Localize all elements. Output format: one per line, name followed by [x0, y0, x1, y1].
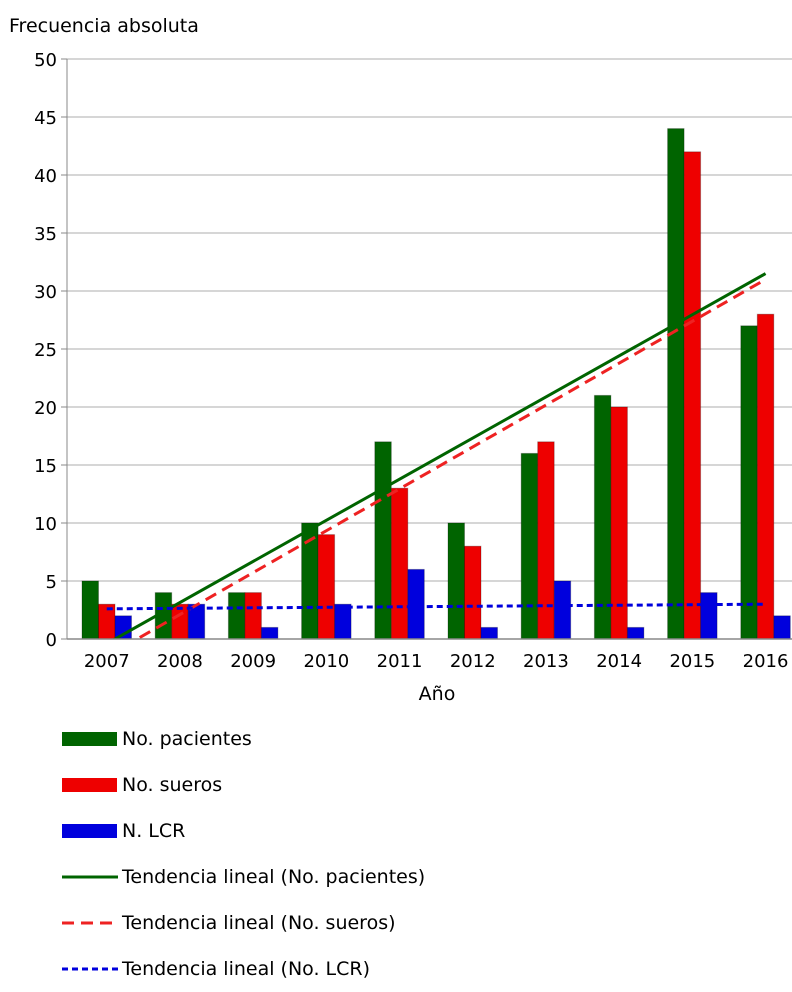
- y-tick-label: 5: [46, 572, 57, 593]
- bar-no-sueros-2011: [390, 487, 409, 640]
- legend-item: Tendencia lineal (No. LCR): [60, 946, 425, 992]
- x-tick-label: 2012: [450, 651, 496, 672]
- y-tick-label: 25: [34, 340, 57, 361]
- y-tick-label: 45: [34, 108, 57, 129]
- y-tick-label: 40: [34, 166, 57, 187]
- x-tick-label: 2011: [377, 651, 423, 672]
- legend-item: No. sueros: [60, 762, 425, 808]
- legend-item: N. LCR: [60, 808, 425, 854]
- y-axis-title: Frecuencia absoluta: [9, 15, 199, 37]
- bar-no-sueros-2012: [464, 545, 482, 640]
- x-tick-label: 2013: [523, 651, 569, 672]
- legend-line-swatch: [60, 952, 122, 986]
- x-tick-label: 2016: [743, 651, 789, 672]
- bar-no-sueros-2013: [537, 441, 555, 640]
- bar-no-pacientes-2011: [374, 441, 392, 640]
- trendline-tendencia-lineal-no-pacientes: [111, 272, 767, 639]
- bar-n-lcr-2009: [260, 626, 279, 640]
- bar-no-sueros-2016: [756, 313, 775, 640]
- bar-n-lcr-2010: [334, 603, 352, 640]
- legend-bar-swatch: [60, 768, 122, 802]
- y-tick-label: 0: [46, 630, 57, 651]
- y-tick-labels: 0 5 10 15 20 25 30 35 40 45 50: [34, 50, 57, 651]
- y-tick-label: 20: [34, 398, 57, 419]
- x-axis-title: Año: [419, 683, 456, 705]
- bar-no-pacientes-2009: [227, 592, 246, 640]
- legend-label: No. sueros: [122, 774, 223, 796]
- legend-label: Tendencia lineal (No. sueros): [122, 912, 396, 934]
- x-tick-label: 2007: [84, 651, 130, 672]
- legend-label: N. LCR: [122, 820, 186, 842]
- bar-n-lcr-2013: [553, 580, 572, 640]
- bar-no-sueros-2010: [317, 534, 336, 640]
- bar-n-lcr-2011: [407, 568, 425, 640]
- x-tick-label: 2009: [230, 651, 276, 672]
- x-tick-label: 2010: [303, 651, 349, 672]
- legend-bar-swatch: [60, 722, 122, 756]
- bar-n-lcr-2016: [773, 615, 791, 640]
- bar-n-lcr-2012: [480, 626, 498, 640]
- axes: [66, 59, 792, 640]
- bar-n-lcr-2014: [626, 626, 645, 640]
- y-tick-label: 50: [34, 50, 57, 71]
- legend-line-swatch: [60, 860, 122, 894]
- bar-no-pacientes-2015: [667, 128, 685, 640]
- bar-chart: Frecuencia absoluta 0 5 10 15 20 25 30 35 40 45 50…: [9, 15, 792, 705]
- bar-no-sueros-2009: [244, 592, 262, 640]
- bar-no-pacientes-2013: [520, 452, 539, 640]
- legend-label: Tendencia lineal (No. pacientes): [122, 866, 426, 888]
- legend-label: Tendencia lineal (No. LCR): [122, 958, 371, 980]
- x-tick-labels: 2007 2008 2009 2010 2011 2012 2013 2014 2015 2016: [84, 651, 789, 672]
- y-tick-label: 15: [34, 456, 57, 477]
- y-tick-label: 30: [34, 282, 57, 303]
- bars: [81, 128, 791, 640]
- legend-item: Tendencia lineal (No. pacientes): [60, 854, 425, 900]
- trendline-tendencia-lineal-no-sueros: [134, 278, 767, 639]
- legend-line-swatch: [60, 906, 122, 940]
- bar-no-pacientes-2014: [593, 394, 612, 640]
- legend-item: No. pacientes: [60, 716, 425, 762]
- bar-n-lcr-2015: [700, 592, 718, 640]
- bar-no-pacientes-2012: [447, 522, 465, 640]
- bar-no-pacientes-2007: [81, 580, 99, 640]
- bar-no-pacientes-2016: [740, 325, 758, 640]
- legend: No. pacientes No. sueros N. LCR Tendencia l…: [60, 716, 425, 992]
- x-tick-label: 2015: [669, 651, 715, 672]
- y-tick-label: 35: [34, 224, 57, 245]
- legend-label: No. pacientes: [122, 728, 252, 750]
- x-tick-label: 2008: [157, 651, 203, 672]
- bar-no-sueros-2015: [683, 151, 702, 640]
- y-tick-label: 10: [34, 514, 57, 535]
- legend-bar-swatch: [60, 814, 122, 848]
- legend-item: Tendencia lineal (No. sueros): [60, 900, 425, 946]
- trendline-tendencia-lineal-no-lcr: [106, 602, 766, 611]
- x-tick-label: 2014: [596, 651, 642, 672]
- trendlines: [106, 272, 767, 639]
